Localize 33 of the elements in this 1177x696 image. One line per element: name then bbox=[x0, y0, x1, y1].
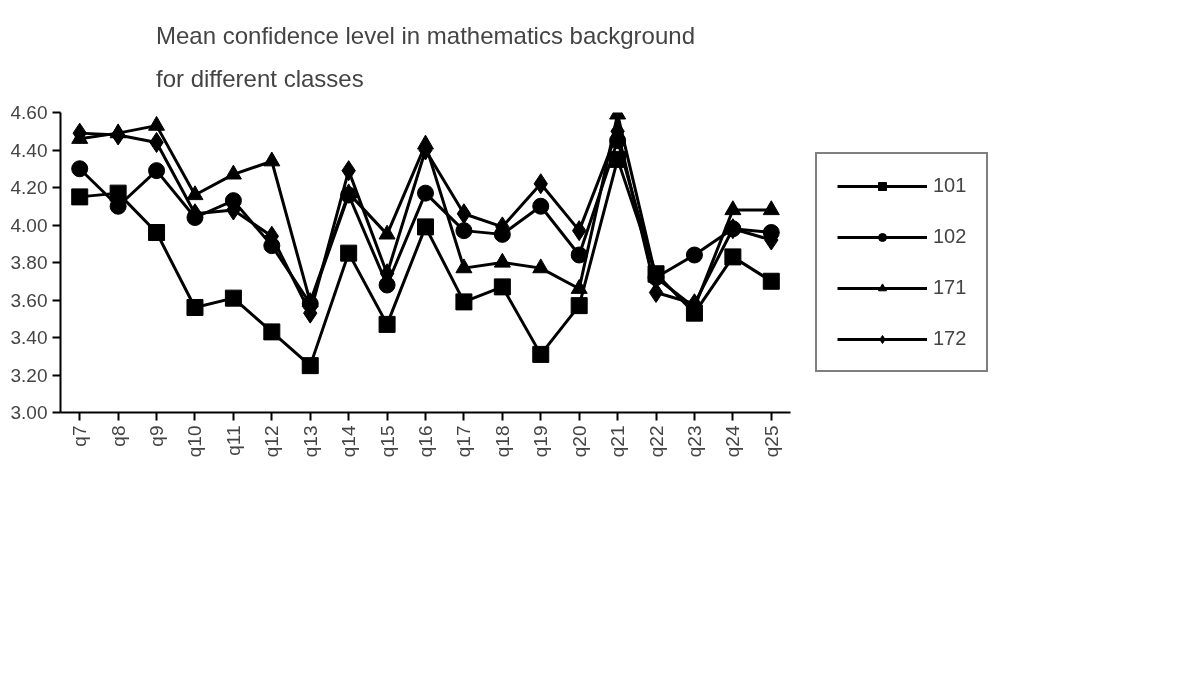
x-tick-label: q18 bbox=[491, 425, 513, 458]
legend-label: 171 bbox=[933, 276, 967, 299]
x-tick-label: q23 bbox=[683, 425, 705, 458]
y-tick-label: 4.00 bbox=[10, 214, 48, 236]
x-tick-label: q20 bbox=[568, 425, 590, 458]
x-tick-label: q22 bbox=[645, 425, 667, 458]
y-tick-label: 3.40 bbox=[10, 327, 48, 348]
x-tick-label: q9 bbox=[146, 425, 168, 447]
x-tick-label: q16 bbox=[415, 425, 436, 458]
x-tick-label: q10 bbox=[184, 425, 206, 458]
y-tick-label: 4.20 bbox=[10, 177, 48, 198]
x-tick-label: q17 bbox=[453, 425, 475, 458]
x-tick-label: q24 bbox=[722, 425, 744, 458]
x-tick-label: q8 bbox=[107, 425, 129, 447]
y-tick-label: 4.40 bbox=[10, 139, 48, 161]
legend-label: 172 bbox=[933, 327, 967, 350]
y-tick-label: 3.20 bbox=[10, 364, 48, 386]
y-tick-label: 4.60 bbox=[10, 102, 48, 123]
x-tick-label: q19 bbox=[530, 425, 552, 458]
y-tick-label: 3.00 bbox=[10, 402, 48, 423]
x-tick-label: q15 bbox=[376, 425, 398, 458]
x-tick-label: q12 bbox=[261, 425, 283, 458]
x-tick-label: q14 bbox=[338, 425, 360, 458]
x-tick-label: q25 bbox=[760, 425, 782, 458]
legend-label: 101 bbox=[933, 174, 967, 197]
y-tick-label: 3.60 bbox=[10, 289, 48, 311]
y-tick-label: 3.80 bbox=[10, 252, 48, 273]
x-tick-label: q11 bbox=[222, 425, 244, 456]
x-tick-label: q21 bbox=[607, 425, 629, 458]
chart-title: Mean confidence level in mathematics background for different classes bbox=[156, 22, 695, 93]
x-tick-label: q13 bbox=[299, 425, 321, 458]
legend-label: 102 bbox=[933, 225, 967, 248]
x-tick-label: q7 bbox=[69, 425, 91, 447]
